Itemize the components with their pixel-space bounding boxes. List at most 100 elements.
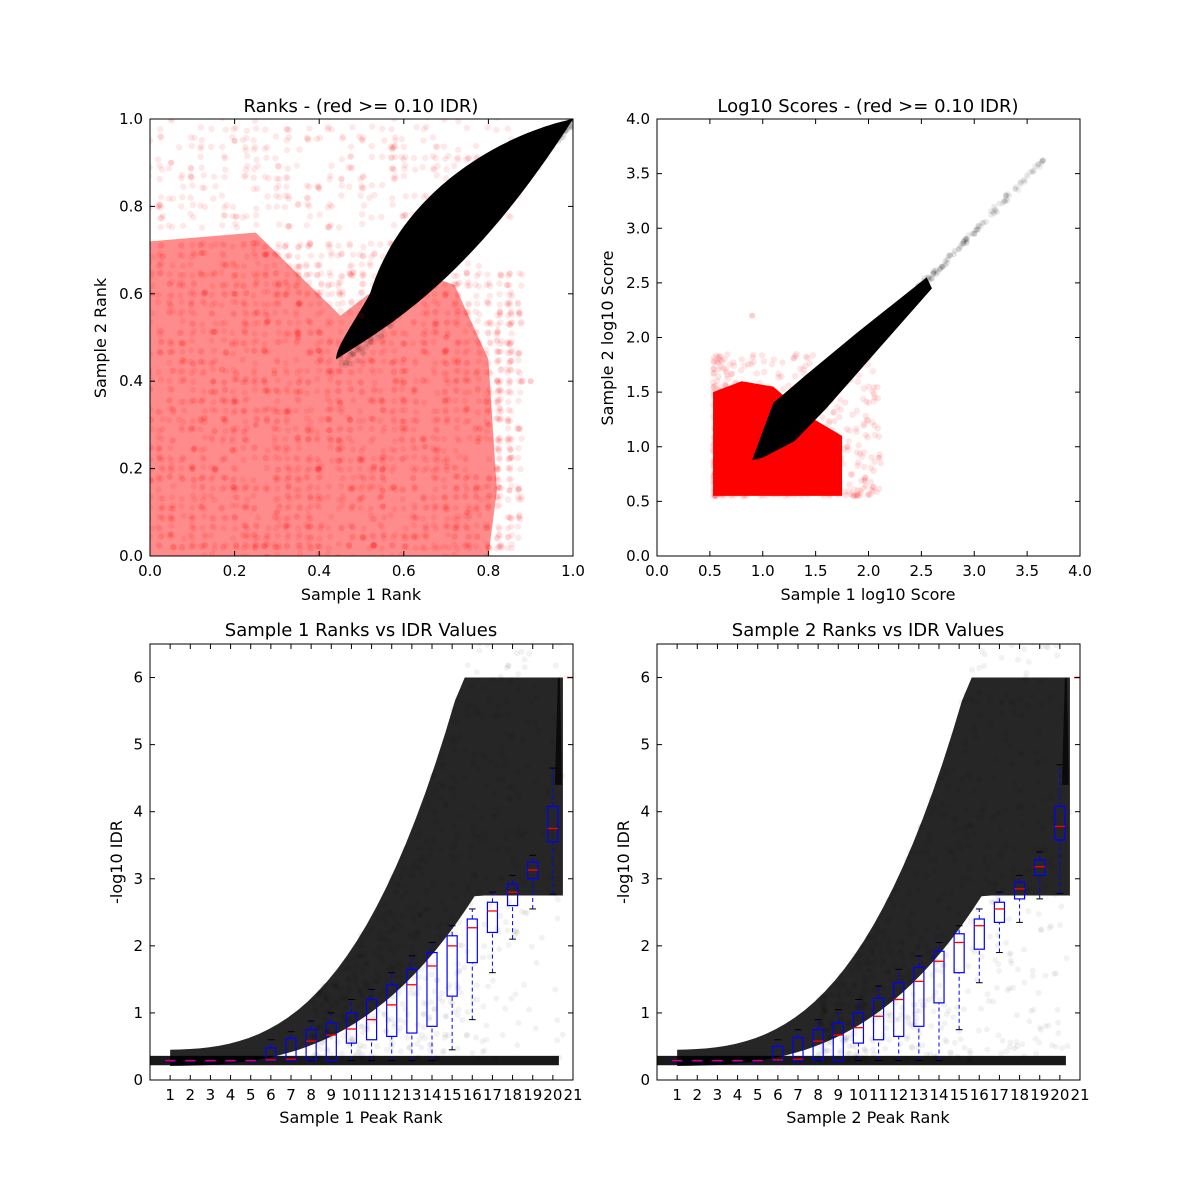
ranks-red-point <box>464 308 471 315</box>
ranks-black-point <box>350 351 357 358</box>
ranks-red-point <box>252 282 259 289</box>
ranks-ytick-label: 0.6 <box>119 285 143 303</box>
ranks-red-point <box>505 407 513 414</box>
ranks-red-point <box>367 356 374 364</box>
ranks-red-point <box>233 298 240 306</box>
s2idr-faint-point <box>942 812 949 819</box>
s1idr-faint-point <box>488 758 495 765</box>
ranks-red-point <box>295 300 303 307</box>
ranks-red-point <box>189 386 197 393</box>
ranks-red-point <box>388 154 395 161</box>
s1idr-faint-point <box>508 995 515 1002</box>
ranks-red-point <box>444 376 451 383</box>
ranks-red-point <box>335 279 342 287</box>
ranks-red-point <box>338 176 345 183</box>
s1idr-faint-point <box>505 845 512 852</box>
ranks-red-point <box>413 417 421 425</box>
ranks-red-point <box>197 143 205 150</box>
ranks-black-point <box>495 192 502 199</box>
scores-black-point <box>955 246 962 253</box>
ranks-red-point <box>368 358 376 365</box>
ranks-black-point <box>439 257 446 264</box>
ranks-red-point <box>506 514 513 521</box>
ranks-red-point <box>241 308 249 315</box>
ranks-black-point <box>414 274 421 281</box>
ranks-red-point <box>430 447 438 454</box>
scores-red-point <box>855 492 863 499</box>
ranks-black-point <box>513 161 520 168</box>
s1idr-faint-point <box>422 1034 429 1041</box>
ranks-red-point <box>506 466 514 473</box>
ranks-red-point <box>190 320 197 327</box>
ranks-red-point <box>304 506 312 513</box>
scores-black-point <box>1017 178 1024 185</box>
scores-red-point <box>864 491 872 499</box>
ranks-red-point <box>484 124 491 131</box>
ranks-ytick-label: 0.0 <box>119 547 143 565</box>
ranks-red-point <box>178 359 185 366</box>
ranks-red-point <box>434 162 441 170</box>
scores-black-point <box>909 292 916 299</box>
ranks-red-point <box>188 320 195 328</box>
ranks-red-point <box>232 370 239 377</box>
ranks-red-point <box>263 535 270 542</box>
ranks-red-point <box>474 505 481 513</box>
ranks-red-point <box>391 447 399 454</box>
ranks-black-point <box>431 266 438 273</box>
ranks-red-point <box>274 282 281 290</box>
ranks-red-point <box>295 525 302 532</box>
ranks-red-point <box>229 290 236 297</box>
ranks-red-point <box>496 434 504 441</box>
ranks-red-point <box>155 453 163 461</box>
scores-ytick-label: 1.0 <box>626 438 650 456</box>
s2idr-faint-point <box>1062 500 1068 506</box>
ranks-red-point <box>484 271 491 278</box>
ranks-red-point <box>198 484 206 492</box>
ranks-red-point <box>251 119 259 125</box>
ranks-data-point <box>252 421 259 428</box>
ranks-black-point <box>529 155 536 162</box>
ranks-red-point <box>515 485 522 492</box>
ranks-black-point <box>476 210 483 217</box>
ranks-red-point <box>150 416 155 423</box>
ranks-black-point <box>458 229 465 236</box>
ranks-black-point <box>514 169 521 176</box>
ranks-red-point <box>271 474 279 482</box>
ranks-red-point <box>452 464 459 471</box>
ranks-red-point <box>158 435 165 443</box>
ranks-red-point <box>347 386 354 393</box>
ranks-black-point <box>354 347 361 354</box>
ranks-red-point <box>476 485 484 492</box>
ranks-red-point <box>378 338 385 345</box>
scores-red-point <box>853 425 860 432</box>
ranks-red-point <box>434 407 441 415</box>
s1idr-faint-point <box>548 299 554 305</box>
s1idr-faint-point <box>512 789 519 796</box>
ranks-red-point <box>306 240 313 247</box>
ranks-red-point <box>432 317 440 325</box>
ranks-red-point <box>166 308 173 315</box>
ranks-red-point <box>314 465 321 473</box>
ranks-red-point <box>157 270 165 277</box>
scores-red-point <box>856 450 864 457</box>
scores-black-point <box>983 218 990 225</box>
s2idr-faint-point <box>822 1055 829 1062</box>
s1idr-box <box>386 984 398 1038</box>
ranks-red-point <box>495 446 502 454</box>
ranks-red-point <box>462 475 470 482</box>
ranks-red-point <box>504 312 512 319</box>
ranks-red-point <box>461 389 469 396</box>
ranks-red-point <box>324 125 332 133</box>
ranks-red-point <box>158 214 165 222</box>
ranks-red-point <box>391 119 398 123</box>
ranks-red-point <box>324 291 331 298</box>
ranks-red-point <box>339 475 346 482</box>
ranks-red-point <box>293 369 301 376</box>
ranks-red-point <box>275 318 283 326</box>
ranks-red-point <box>378 349 385 357</box>
scores-red-point <box>868 454 875 461</box>
ranks-red-point <box>324 321 331 328</box>
scores-red-point <box>730 359 737 366</box>
ranks-red-point <box>222 166 229 173</box>
s1idr-faint-point <box>351 1053 358 1060</box>
